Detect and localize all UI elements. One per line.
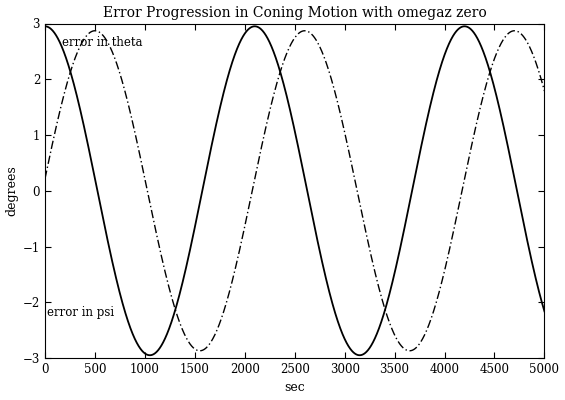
Title: Error Progression in Coning Motion with omegaz zero: Error Progression in Coning Motion with … <box>103 6 486 20</box>
Y-axis label: degrees: degrees <box>6 165 19 216</box>
X-axis label: sec: sec <box>284 382 305 394</box>
Text: error in psi: error in psi <box>47 306 115 319</box>
Text: error in theta: error in theta <box>63 36 143 49</box>
